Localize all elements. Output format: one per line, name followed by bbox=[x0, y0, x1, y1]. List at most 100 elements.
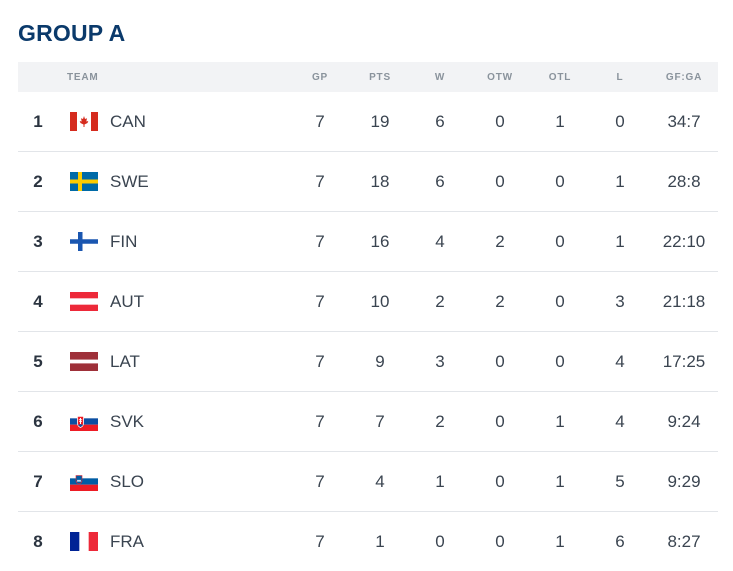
slovakia-flag-icon bbox=[70, 412, 98, 431]
cell-otl: 0 bbox=[555, 231, 565, 251]
cell-gp: 7 bbox=[315, 171, 325, 191]
cell-otl: 1 bbox=[555, 471, 565, 491]
cell-l: 6 bbox=[615, 531, 625, 551]
cell-w: 6 bbox=[435, 111, 445, 131]
cell-rank: 8 bbox=[33, 531, 43, 551]
cell-rank: 5 bbox=[33, 351, 43, 371]
slovenia-flag-icon bbox=[70, 472, 98, 491]
cell-l: 4 bbox=[615, 351, 625, 371]
table-row[interactable]: 3 FIN 7 16 4 2 0 1 22:10 bbox=[18, 212, 718, 272]
cell-team[interactable]: SWE bbox=[110, 171, 149, 191]
table-row[interactable]: 1 CAN 7 19 6 0 1 0 34:7 bbox=[18, 92, 718, 152]
cell-pts: 19 bbox=[370, 111, 390, 131]
cell-w: 4 bbox=[435, 231, 445, 251]
cell-pts: 4 bbox=[375, 471, 385, 491]
cell-gf-ga: 34:7 bbox=[667, 111, 701, 131]
header-pts: PTS bbox=[369, 71, 391, 83]
cell-otw: 0 bbox=[495, 111, 505, 131]
cell-team[interactable]: AUT bbox=[110, 291, 144, 311]
cell-gf-ga: 21:18 bbox=[662, 291, 706, 311]
cell-gf-ga: 17:25 bbox=[662, 351, 706, 371]
cell-gf-ga: 28:8 bbox=[667, 171, 701, 191]
cell-w: 2 bbox=[435, 411, 445, 431]
header-team: TEAM bbox=[67, 71, 99, 83]
cell-l: 0 bbox=[615, 111, 625, 131]
cell-pts: 10 bbox=[370, 291, 390, 311]
cell-otw: 0 bbox=[495, 531, 505, 551]
header-otw: OTW bbox=[487, 71, 513, 83]
sweden-flag-icon bbox=[70, 172, 98, 191]
cell-otl: 0 bbox=[555, 171, 565, 191]
cell-team[interactable]: SVK bbox=[110, 411, 145, 431]
latvia-flag-icon bbox=[70, 352, 98, 371]
cell-team[interactable]: SLO bbox=[110, 471, 145, 491]
cell-rank: 6 bbox=[33, 411, 43, 431]
cell-team[interactable]: FIN bbox=[110, 231, 138, 251]
cell-l: 3 bbox=[615, 291, 625, 311]
cell-gp: 7 bbox=[315, 291, 325, 311]
cell-l: 4 bbox=[615, 411, 625, 431]
cell-gf-ga: 8:27 bbox=[667, 531, 701, 551]
cell-gp: 7 bbox=[315, 411, 325, 431]
cell-pts: 1 bbox=[375, 531, 385, 551]
cell-otl: 1 bbox=[555, 111, 565, 131]
cell-gf-ga: 9:24 bbox=[667, 411, 701, 431]
cell-otl: 0 bbox=[555, 351, 565, 371]
cell-gp: 7 bbox=[315, 351, 325, 371]
cell-w: 0 bbox=[435, 531, 445, 551]
table-row[interactable]: 8 FRA 7 1 0 0 1 6 8:27 bbox=[18, 512, 718, 571]
table-row[interactable]: 4 AUT 7 10 2 2 0 3 21:18 bbox=[18, 272, 718, 332]
cell-gf-ga: 9:29 bbox=[667, 471, 701, 491]
standings-table: TEAM GP PTS W OTW OTL L GF:GA 1 CAN 7 19 6 0 1… bbox=[18, 62, 718, 571]
cell-w: 1 bbox=[435, 471, 445, 491]
table-row[interactable]: 6 SVK 7 7 2 0 1 4 9:24 bbox=[18, 392, 718, 452]
cell-otl: 1 bbox=[555, 531, 565, 551]
cell-pts: 16 bbox=[370, 231, 390, 251]
cell-team[interactable]: CAN bbox=[110, 111, 146, 131]
cell-rank: 3 bbox=[33, 231, 43, 251]
cell-rank: 2 bbox=[33, 171, 43, 191]
canada-flag-icon bbox=[70, 112, 98, 131]
cell-w: 2 bbox=[435, 291, 445, 311]
cell-otw: 0 bbox=[495, 351, 505, 371]
cell-otw: 0 bbox=[495, 411, 505, 431]
cell-otw: 2 bbox=[495, 291, 505, 311]
cell-gp: 7 bbox=[315, 471, 325, 491]
cell-gp: 7 bbox=[315, 111, 325, 131]
table-row[interactable]: 7 SLO 7 4 1 0 1 5 9:29 bbox=[18, 452, 718, 512]
header-w: W bbox=[434, 71, 446, 83]
table-header: TEAM GP PTS W OTW OTL L GF:GA bbox=[18, 62, 718, 92]
header-otl: OTL bbox=[548, 71, 572, 83]
cell-w: 6 bbox=[435, 171, 445, 191]
austria-flag-icon bbox=[70, 292, 98, 311]
cell-pts: 9 bbox=[375, 351, 385, 371]
cell-pts: 7 bbox=[375, 411, 385, 431]
france-flag-icon bbox=[70, 532, 98, 551]
cell-pts: 18 bbox=[370, 171, 390, 191]
header-l: L bbox=[616, 71, 624, 83]
cell-l: 5 bbox=[615, 471, 625, 491]
cell-team[interactable]: FRA bbox=[110, 531, 144, 551]
cell-gp: 7 bbox=[315, 231, 325, 251]
header-gp: GP bbox=[311, 71, 329, 83]
group-title: GROUP A bbox=[18, 20, 126, 46]
cell-otw: 0 bbox=[495, 471, 505, 491]
cell-otl: 1 bbox=[555, 411, 565, 431]
cell-l: 1 bbox=[615, 171, 625, 191]
finland-flag-icon bbox=[70, 232, 98, 251]
cell-otw: 0 bbox=[495, 171, 505, 191]
cell-otw: 2 bbox=[495, 231, 505, 251]
table-row[interactable]: 2 SWE 7 18 6 0 0 1 28:8 bbox=[18, 152, 718, 212]
header-gf-ga: GF:GA bbox=[665, 71, 703, 83]
cell-w: 3 bbox=[435, 351, 445, 371]
table-row[interactable]: 5 LAT 7 9 3 0 0 4 17:25 bbox=[18, 332, 718, 392]
cell-rank: 4 bbox=[33, 291, 43, 311]
cell-rank: 7 bbox=[33, 471, 43, 491]
cell-gf-ga: 22:10 bbox=[662, 231, 706, 251]
cell-gp: 7 bbox=[315, 531, 325, 551]
cell-otl: 0 bbox=[555, 291, 565, 311]
cell-rank: 1 bbox=[33, 111, 43, 131]
cell-team[interactable]: LAT bbox=[110, 351, 140, 371]
cell-l: 1 bbox=[615, 231, 625, 251]
table-body: 1 CAN 7 19 6 0 1 0 34:7 2 SWE 7 18 6 0 0 1 28:8 3 FIN 7 16 4 2 0… bbox=[18, 92, 718, 571]
